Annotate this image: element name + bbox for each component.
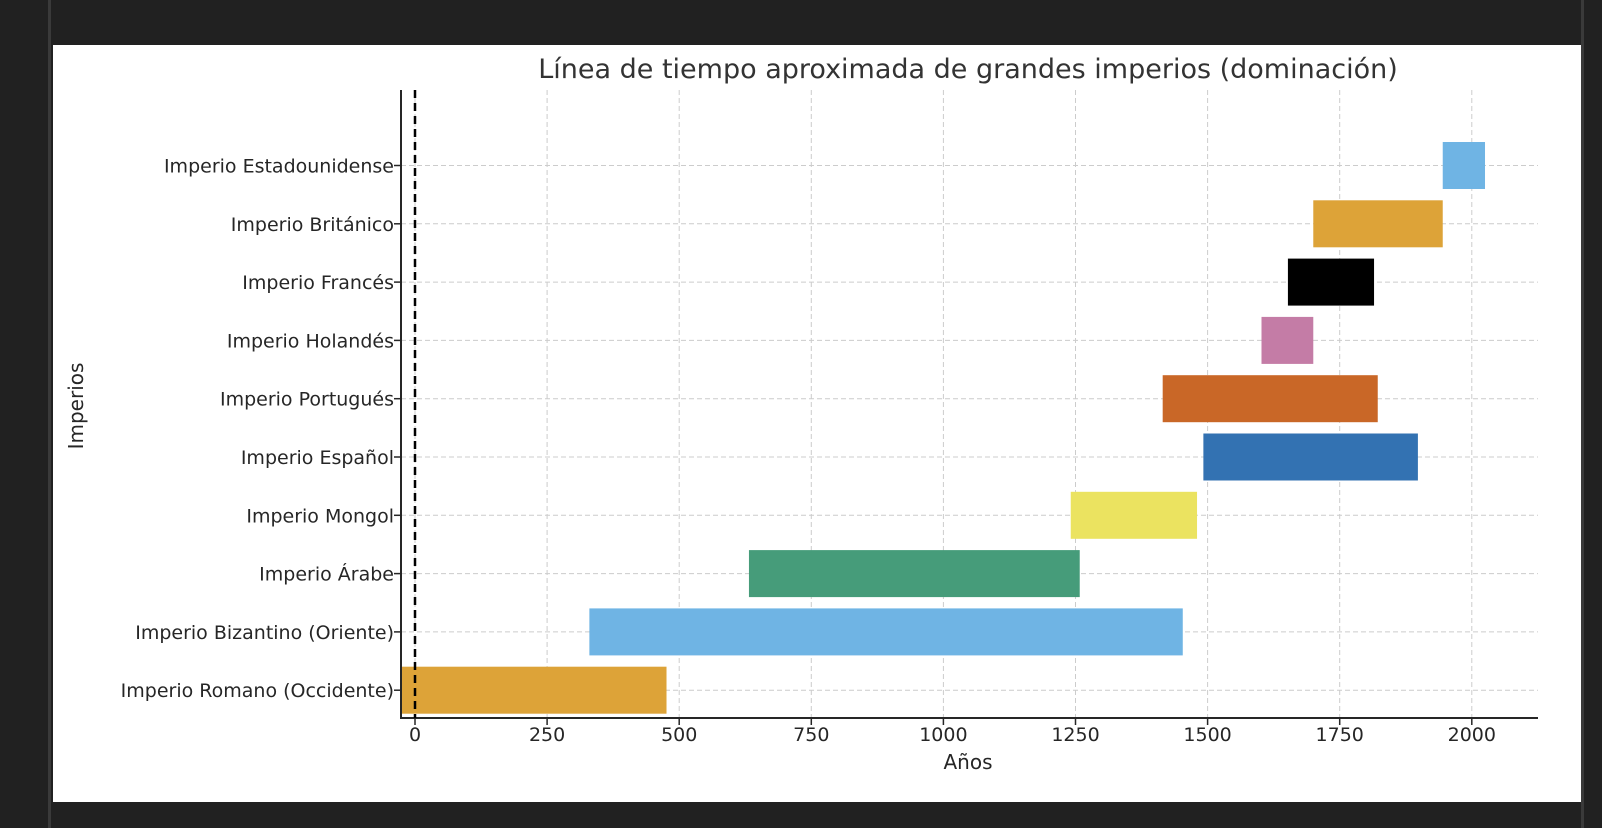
- chart-canvas: Línea de tiempo aproximada de grandes im…: [53, 45, 1581, 802]
- y-tick-label: Imperio Holandés: [227, 330, 394, 352]
- x-tick-label: 500: [661, 724, 697, 746]
- x-tick-label: 1750: [1316, 724, 1364, 746]
- x-tick-label: 250: [529, 724, 565, 746]
- x-tick-label: 1000: [919, 724, 967, 746]
- empire-bar: [748, 550, 1080, 598]
- x-tick-label: 1500: [1183, 724, 1231, 746]
- empire-bar: [1162, 375, 1378, 423]
- y-tick-label: Imperio Árabe: [259, 563, 394, 586]
- chart-title: Línea de tiempo aproximada de grandes im…: [538, 54, 1398, 85]
- ticks: 0 250 500 750 1000 1250 1500 1750 2000 Imperio Ro…: [121, 156, 1496, 747]
- x-axis-label: Años: [943, 750, 992, 774]
- y-tick-label: Imperio Mongol: [246, 505, 394, 527]
- y-tick-label: Imperio Francés: [242, 272, 394, 294]
- y-tick-label: Imperio Estadounidense: [164, 156, 394, 178]
- x-tick-label: 0: [409, 724, 421, 746]
- empire-bar: [1203, 433, 1418, 481]
- empire-bar: [1261, 316, 1314, 364]
- y-tick-label: Imperio Británico: [231, 214, 394, 236]
- empire-bar: [1442, 142, 1486, 189]
- y-axis-label: Imperios: [64, 363, 88, 450]
- x-tick-label: 2000: [1448, 724, 1496, 746]
- chart-svg: Línea de tiempo aproximada de grandes im…: [64, 54, 1538, 774]
- empire-bar: [401, 666, 667, 714]
- y-tick-label: Imperio Romano (Occidente): [121, 680, 394, 702]
- x-tick-label: 1250: [1051, 724, 1099, 746]
- viewer-right-border: [1581, 0, 1584, 828]
- y-tick-label: Imperio Portugués: [220, 389, 394, 411]
- empire-bar: [589, 608, 1183, 656]
- y-tick-label: Imperio Bizantino (Oriente): [135, 622, 394, 644]
- x-tick-label: 750: [793, 724, 829, 746]
- empire-bar: [1313, 200, 1443, 248]
- empire-bar: [1070, 491, 1198, 539]
- axes: [400, 90, 1538, 719]
- viewer-left-border: [48, 0, 51, 828]
- bars: [401, 142, 1486, 714]
- y-tick-label: Imperio Español: [241, 447, 394, 469]
- empire-bar: [1287, 258, 1375, 306]
